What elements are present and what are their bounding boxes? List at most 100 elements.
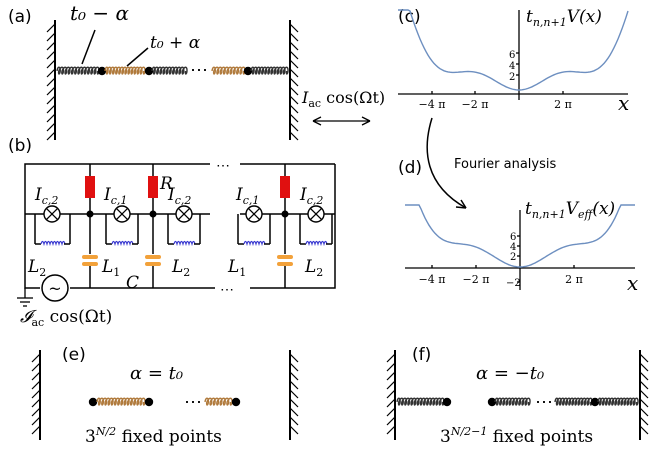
panel-d-label: (d) (398, 158, 422, 178)
wall-hatch-line (46, 59, 56, 69)
wall-hatch-line (289, 104, 299, 114)
wall-hatch-line (289, 353, 299, 363)
panel-c-label: (c) (398, 7, 421, 27)
wall-hatch-line (386, 389, 396, 399)
L2-label-b: L2 (171, 257, 190, 279)
plot-d-ytick-m2: −2 (506, 278, 521, 289)
wall-hatch-line (289, 50, 299, 60)
source-label: 𝓘ac cos(Ωt) (20, 307, 112, 329)
panel-b: (b) ⋯ ⋯ Ic,2 Ic,1 R Ic,2 Ic,1 Ic,2 L2 L1… (8, 136, 336, 329)
wall-hatch-line (289, 416, 299, 426)
ac-source: ~ (41, 274, 69, 302)
wall-hatch-line (46, 77, 56, 87)
wall-hatch-line (46, 113, 56, 123)
circuit-elements (25, 164, 335, 288)
wall-hatch-line (639, 407, 649, 417)
wall-hatch-line (289, 407, 299, 417)
capacitor-plate (82, 262, 98, 266)
panel-e-caption: 3N/2 fixed points (85, 425, 222, 447)
panel-a-label: (a) (8, 7, 32, 27)
ground-symbol (17, 288, 33, 307)
plot-d-ylabel: tn,n+1Veff(x) (525, 199, 615, 221)
panel-e-right-wall (289, 350, 299, 440)
circuit-rails (24, 163, 336, 289)
wall-hatch-line (386, 425, 396, 435)
wall-hatch-line (639, 425, 649, 435)
wall-hatch-line (31, 389, 41, 399)
wall-hatch-line (639, 416, 649, 426)
plot-c-ytick-6: 6 (509, 50, 515, 61)
wall-hatch-line (386, 371, 396, 381)
wall-hatch-line (31, 353, 41, 363)
spring-tan (104, 66, 146, 75)
mass-point (144, 66, 154, 76)
fourier-arrow-label: Fourier analysis (454, 157, 557, 172)
L1-label-a: L1 (101, 257, 120, 279)
wall-hatch-line (289, 77, 299, 87)
wall-hatch-line (31, 416, 41, 426)
spring-dark (396, 397, 445, 406)
mass-point (231, 397, 241, 407)
capacitor-label: C (126, 273, 139, 293)
inductor-coil (111, 240, 134, 247)
panel-c: (c) tn,n+1V(x) 6 4 2 −4 π −2 π 2 π x (398, 7, 629, 115)
plot-d-ytick-4: 4 (510, 242, 516, 253)
ic2-label-a: Ic,2 (34, 185, 58, 207)
right-wall (289, 20, 299, 141)
wall-hatch-line (289, 113, 299, 123)
inductor-coil (243, 240, 266, 247)
wall-hatch-line (289, 362, 299, 372)
wall-hatch-line (289, 23, 299, 33)
capacitor-plate (145, 255, 161, 259)
wall-hatch-line (386, 407, 396, 417)
wall-hatch-line (289, 425, 299, 435)
plot-d-xtick-m2pi: −2 π (463, 273, 490, 286)
wall-hatch-line (386, 380, 396, 390)
mass-point (88, 397, 98, 407)
panel-e: (e) α = t₀ ⋯ 3N/2 fixed points (31, 345, 299, 447)
capacitor-plate (145, 262, 161, 266)
wall-hatch-line (289, 59, 299, 69)
wall-hatch-line (639, 380, 649, 390)
plot-d-ytick-6: 6 (510, 232, 516, 243)
plot-c-ytick-4: 4 (509, 61, 515, 72)
spring-right-label: t₀ + α (150, 33, 201, 53)
spring-dark (56, 66, 100, 75)
wall-hatch-line (289, 68, 299, 78)
wall-hatch-line (46, 32, 56, 42)
plot-c-axes (398, 10, 628, 100)
wall-hatch-line (289, 380, 299, 390)
wall-hatch-line (289, 131, 299, 141)
spring-left-label: t₀ − α (70, 1, 130, 25)
wall-hatch-line (289, 86, 299, 96)
spring-tan (211, 66, 246, 75)
capacitor-plate (277, 262, 293, 266)
panel-e-equation: α = t₀ (130, 363, 183, 384)
chain-ellipsis: ⋯ (190, 60, 208, 81)
wall-hatch-line (46, 68, 56, 78)
plot-d-xaxis-label: x (627, 271, 638, 295)
resistor-label: R (159, 174, 173, 194)
mass-point (144, 397, 154, 407)
wall-hatch-line (386, 353, 396, 363)
plot-c-xtick-m4pi: −4 π (419, 98, 446, 111)
plot-c-xtick-m2pi: −2 π (462, 98, 489, 111)
source-symbol: ~ (48, 279, 61, 298)
panel-f-label: (f) (412, 345, 431, 365)
resistor (148, 176, 158, 198)
wall-hatch-line (289, 389, 299, 399)
panel-f-right-wall (639, 350, 649, 440)
wall-hatch-line (639, 371, 649, 381)
wall-hatch-line (289, 95, 299, 105)
spring-dark (554, 397, 593, 406)
spring-tan (204, 397, 233, 406)
plot-d-ytick-2: 2 (510, 252, 516, 263)
junction-cross (309, 207, 323, 221)
panel-f: (f) α = −t₀ ⋯ 3N/2−1 fixed points (386, 345, 649, 447)
wall-hatch-line (289, 32, 299, 42)
panel-f-left-wall (386, 350, 396, 440)
drive-arrow (312, 116, 371, 126)
wall-hatch-line (386, 416, 396, 426)
effective-potential-curve (405, 204, 635, 268)
panel-a: (a) t₀ − α t₀ + α ⋯ Iac cos(Ωt) (8, 1, 385, 141)
